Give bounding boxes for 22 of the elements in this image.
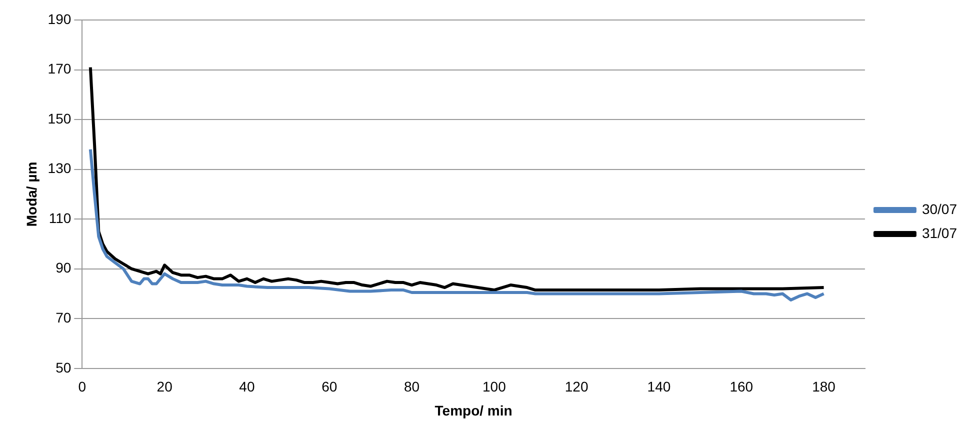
x-tick-label: 20	[156, 378, 173, 395]
y-tick-label: 190	[48, 10, 72, 27]
x-tick-label: 100	[482, 378, 506, 395]
x-axis-title: Tempo/ min	[434, 402, 512, 418]
y-tick-label: 130	[48, 160, 72, 176]
x-tick-label: 0	[78, 378, 86, 395]
x-tick-label: 120	[564, 378, 588, 395]
y-tick-label: 70	[56, 309, 72, 326]
legend-label: 30/07	[922, 200, 958, 217]
legend-label: 31/07	[922, 224, 958, 241]
x-tick-label: 160	[730, 378, 754, 395]
x-tick-label: 40	[239, 378, 255, 395]
x-tick-label: 140	[647, 378, 671, 395]
x-tick-label: 80	[404, 378, 420, 395]
x-tick-label: 60	[322, 378, 338, 395]
y-axis-title: Moda/ µm	[23, 162, 40, 227]
y-tick-label: 150	[48, 110, 72, 126]
y-tick-label: 50	[56, 359, 72, 376]
y-tick-label: 170	[48, 60, 72, 77]
y-tick-label: 110	[48, 210, 72, 226]
y-tick-label: 90	[56, 260, 72, 276]
x-tick-label: 180	[812, 378, 836, 395]
